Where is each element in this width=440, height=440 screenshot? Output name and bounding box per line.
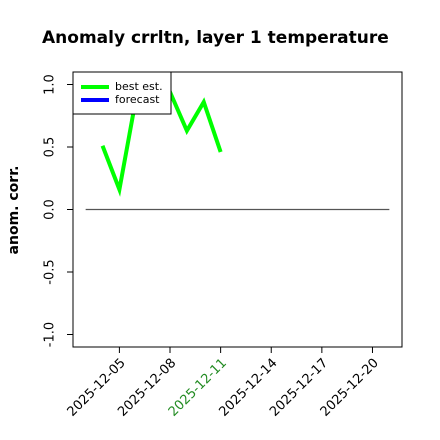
chart-title: Anomaly crrltn, layer 1 temperature [42,28,389,48]
legend-box [72,71,172,115]
y-tick-label: 1.0 [43,74,58,95]
legend-label: best est. [115,80,163,93]
y-tick-label: -0.5 [43,259,58,284]
y-tick-label: 0.0 [43,199,58,220]
y-axis-label: anom. corr. [6,166,22,255]
y-tick-label: 0.5 [43,137,58,158]
legend-label: forecast [115,93,160,106]
y-tick-label: -1.0 [43,322,58,347]
